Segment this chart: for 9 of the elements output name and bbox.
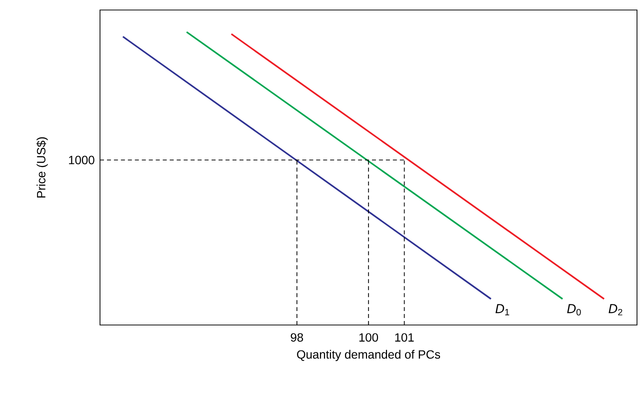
annotation: 1000: [69, 156, 94, 164]
series-label: D$_{0}$: [567, 304, 581, 316]
x-tick-label: 100: [359, 333, 378, 342]
x-tick-label: 101: [395, 333, 414, 342]
x-tick-label: 98: [290, 333, 304, 342]
series-label: D$_{1}$: [496, 304, 510, 316]
y-axis-title: Price (US$): [36, 137, 48, 198]
series-label: D$_{2}$: [608, 304, 622, 316]
x-axis-title: Quantity demanded of PCs: [297, 350, 440, 362]
